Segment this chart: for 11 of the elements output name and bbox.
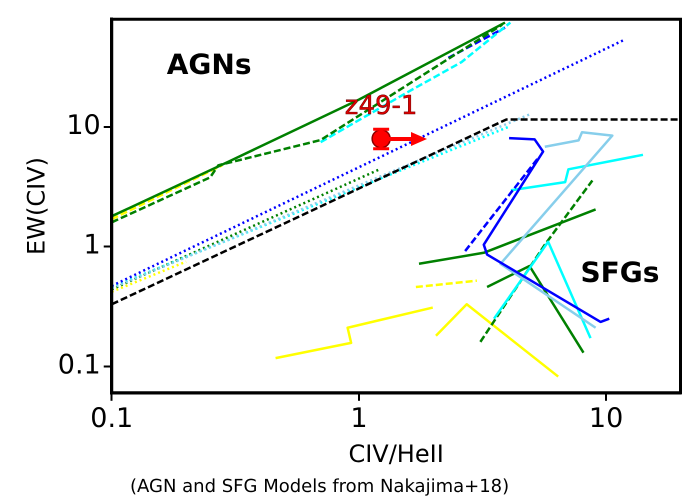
- y-tick-label: 1: [84, 230, 101, 261]
- y-axis-title: EW(CIV): [22, 157, 51, 255]
- y-tick-label: 0.1: [58, 349, 101, 380]
- annotation: SFGs: [580, 256, 660, 290]
- annotation: AGNs: [166, 48, 252, 82]
- text: (AGN and SFG Models from Nakajima+18): [130, 476, 510, 497]
- y-tick-label: 10: [66, 110, 101, 142]
- x-tick-label: 1: [350, 403, 368, 434]
- x-tick-label: 0.1: [90, 403, 134, 434]
- x-axis-title: CIV/HeII: [348, 440, 444, 468]
- x-tick-label: 10: [588, 403, 624, 434]
